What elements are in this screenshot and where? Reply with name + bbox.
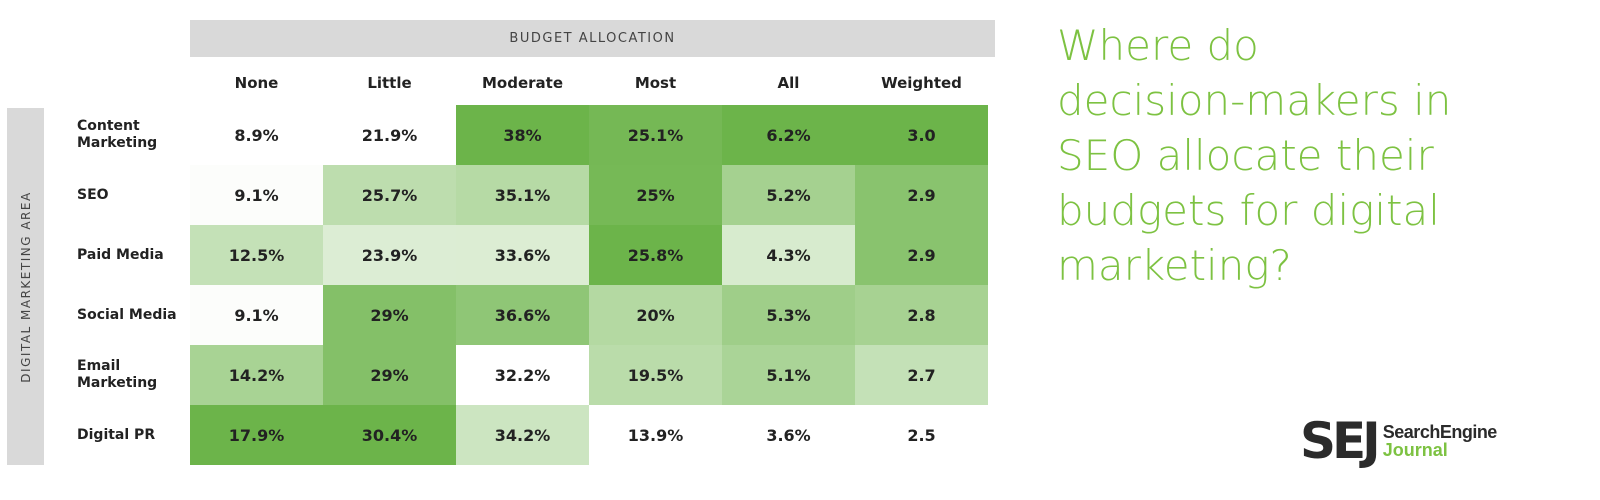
table-cell: 38%: [456, 105, 589, 165]
logo-line: SearchEngine: [1382, 422, 1498, 442]
table-cell: 29%: [323, 345, 456, 405]
column-header: Little: [367, 74, 412, 92]
table-cell: 25%: [589, 165, 722, 225]
column-header: All: [777, 74, 800, 92]
table-cell: 29%: [323, 285, 456, 345]
row-label: Social Media: [77, 306, 177, 323]
table-cell: 21.9%: [323, 105, 456, 165]
table-cell: 2.7: [855, 345, 988, 405]
column-header: None: [234, 74, 279, 92]
column-header: Most: [634, 74, 677, 92]
column-header: Weighted: [881, 74, 962, 92]
table-cell: 2.8: [855, 285, 988, 345]
side-bar: DIGITAL MARKETING AREA: [7, 108, 44, 465]
table-cell: 20%: [589, 285, 722, 345]
table-cell: 17.9%: [190, 405, 323, 465]
table-cell: 23.9%: [323, 225, 456, 285]
row-label: Email Marketing: [77, 358, 158, 391]
logo-mark: SEJ: [1300, 412, 1381, 470]
table-cell: 33.6%: [456, 225, 589, 285]
table-cell: 12.5%: [190, 225, 323, 285]
column-header: Moderate: [481, 74, 563, 92]
table-cell: 14.2%: [190, 345, 323, 405]
table-cell: 8.9%: [190, 105, 323, 165]
table-cell: 35.1%: [456, 165, 589, 225]
logo-line: Journal: [1382, 440, 1448, 460]
table-cell: 9.1%: [190, 285, 323, 345]
table-cell: 5.1%: [722, 345, 855, 405]
row-label: Content Marketing: [77, 118, 158, 151]
table-cell: 25.1%: [589, 105, 722, 165]
logo-words: SearchEngine Journal: [1382, 422, 1498, 460]
side-label: DIGITAL MARKETING AREA: [18, 190, 33, 383]
header-bar: BUDGET ALLOCATION: [190, 20, 995, 57]
table-cell: 34.2%: [456, 405, 589, 465]
table-cell: 6.2%: [722, 105, 855, 165]
table-cell: 13.9%: [589, 405, 722, 465]
row-label: Paid Media: [77, 246, 164, 263]
table-cell: 5.3%: [722, 285, 855, 345]
table-cell: 3.0: [855, 105, 988, 165]
row-label: Digital PR: [77, 426, 156, 443]
headline: Where do decision-makers in SEO allocate…: [1057, 21, 1452, 290]
table-cell: 3.6%: [722, 405, 855, 465]
table-cell: 32.2%: [456, 345, 589, 405]
table-cell: 30.4%: [323, 405, 456, 465]
table-cell: 2.5: [855, 405, 988, 465]
table-cell: 36.6%: [456, 285, 589, 345]
table-cell: 4.3%: [722, 225, 855, 285]
table-cell: 5.2%: [722, 165, 855, 225]
row-label: SEO: [77, 186, 109, 203]
table-cell: 2.9: [855, 165, 988, 225]
logo: SEJ SearchEngine Journal: [1300, 412, 1497, 470]
table-cell: 25.8%: [589, 225, 722, 285]
table-cell: 19.5%: [589, 345, 722, 405]
table-cell: 2.9: [855, 225, 988, 285]
table-cell: 25.7%: [323, 165, 456, 225]
table-cell: 9.1%: [190, 165, 323, 225]
